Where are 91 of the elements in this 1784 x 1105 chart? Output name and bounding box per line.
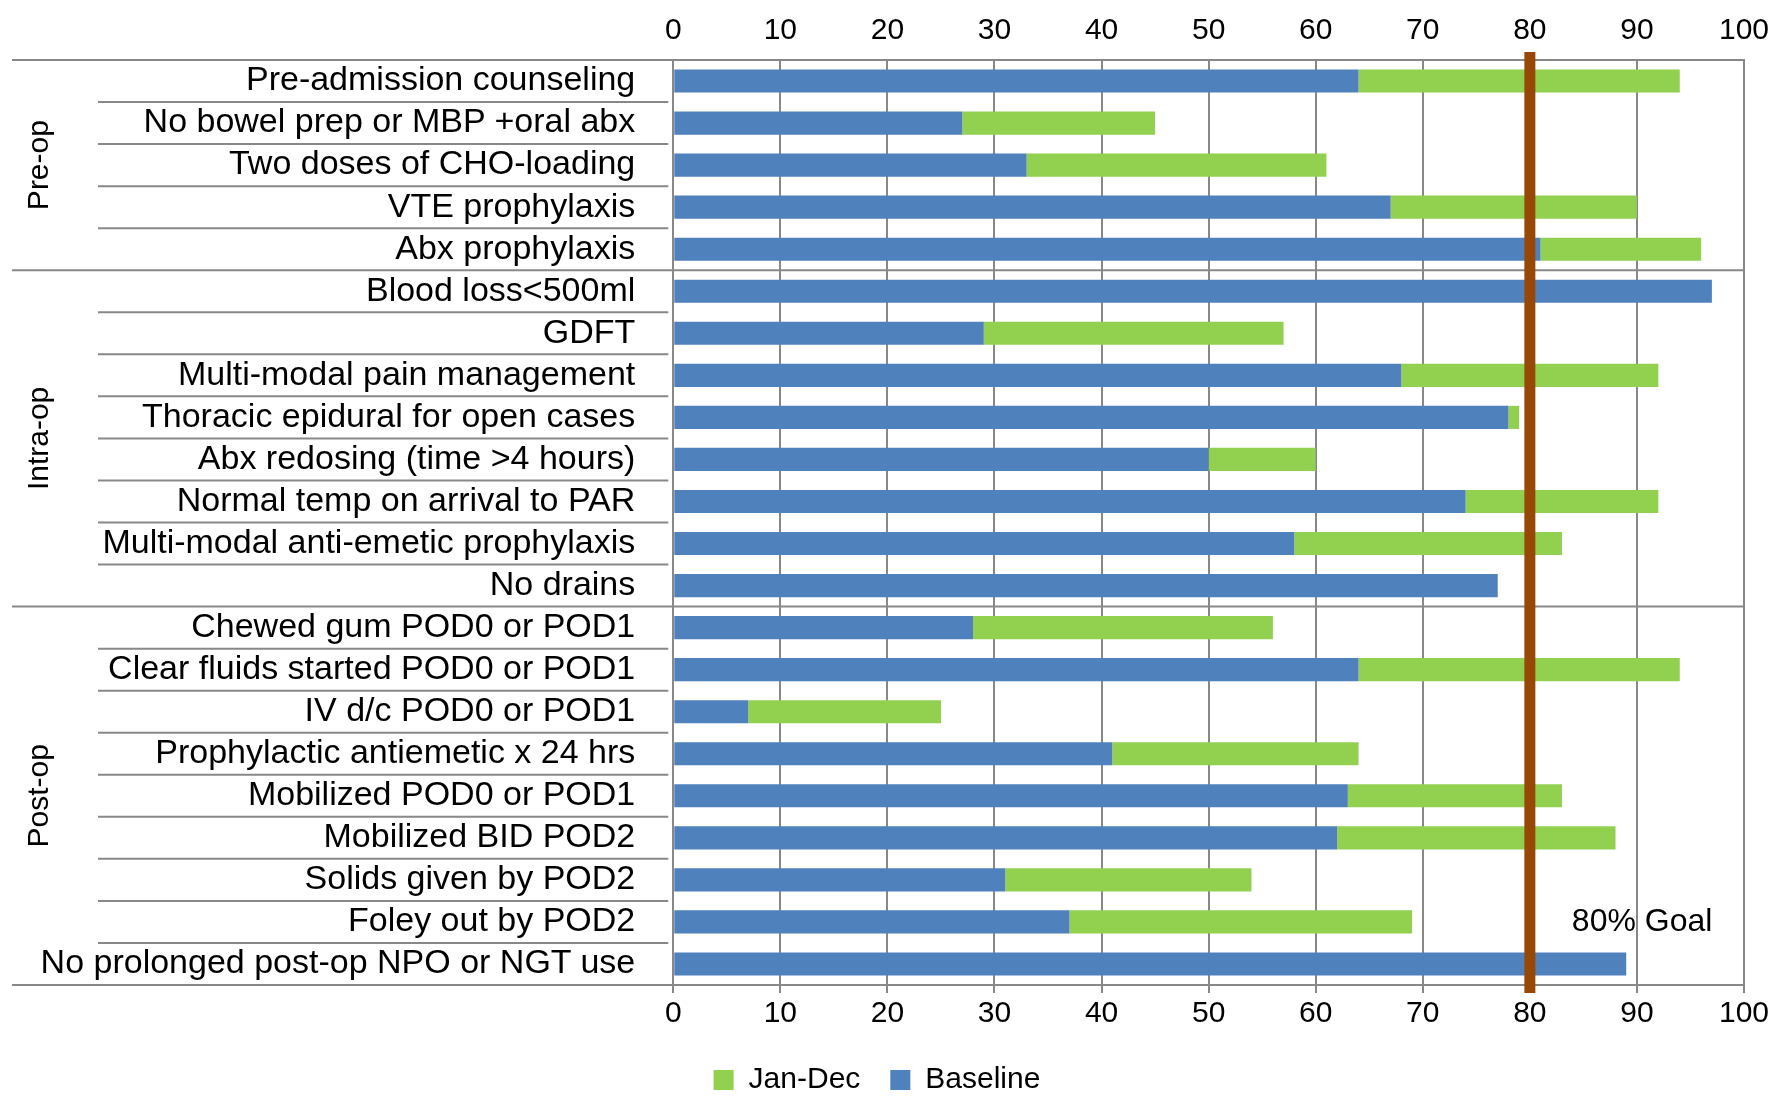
y-tick-label: Mobilized POD0 or POD1 xyxy=(247,774,636,813)
y-tick-label: Pre-admission counseling xyxy=(245,59,636,98)
y-tick-label: Abx prophylaxis xyxy=(395,227,636,266)
x-tick-label: 30 xyxy=(977,12,1012,46)
bar xyxy=(983,321,1284,345)
y-tick-label: Prophylactic antiemetic x 24 hrs xyxy=(155,732,636,771)
bar xyxy=(1112,742,1359,766)
x2-tick-label: 90 xyxy=(1620,995,1654,1029)
x2-tick-label: 100 xyxy=(1718,995,1770,1029)
y-tick-label: Clear fluids started POD0 or POD1 xyxy=(108,648,636,687)
x-tick-label: 20 xyxy=(870,12,905,46)
y-tick-label: Blood loss<500ml xyxy=(365,269,636,308)
bar xyxy=(674,321,984,345)
text: Pre-op xyxy=(21,120,55,211)
x2-tick-label: 10 xyxy=(763,995,798,1029)
y-tick-label: Solids given by POD2 xyxy=(304,858,636,897)
x2-tick-label: 50 xyxy=(1191,995,1226,1029)
x-tick-label: 100 xyxy=(1718,12,1770,46)
bar xyxy=(1069,910,1413,934)
y-tick-label: No bowel prep or MBP +oral abx xyxy=(143,101,636,140)
bar xyxy=(674,700,749,724)
legend-label: Jan-Dec xyxy=(748,1061,861,1095)
y-tick-label: Normal temp on arrival to PAR xyxy=(176,479,636,518)
y-tick-label: Chewed gum POD0 or POD1 xyxy=(191,605,636,644)
bar xyxy=(962,111,1156,135)
x2-tick-label: 0 xyxy=(664,995,682,1029)
bar xyxy=(674,868,1006,892)
x2-tick-label: 20 xyxy=(870,995,905,1029)
x2-tick-label: 40 xyxy=(1084,995,1119,1029)
bar xyxy=(1508,405,1520,429)
y-tick-label: Multi-modal pain management xyxy=(177,353,636,392)
bar xyxy=(674,69,1359,93)
x-tick-label: 50 xyxy=(1191,12,1226,46)
bar xyxy=(674,742,1113,766)
bar xyxy=(1294,531,1562,556)
bar xyxy=(674,405,1509,429)
bar xyxy=(674,616,974,640)
y-tick-label: Two doses of CHO-loading xyxy=(228,143,636,182)
x-tick-label: 0 xyxy=(664,12,682,46)
bar xyxy=(1337,826,1616,850)
y-tick-label: Multi-modal anti-emetic prophylaxis xyxy=(102,521,636,560)
bar xyxy=(1208,447,1316,471)
x-tick-label: 40 xyxy=(1084,12,1119,46)
bar xyxy=(1540,237,1702,261)
x2-tick-label: 60 xyxy=(1299,995,1333,1029)
y-tick-label: No drains xyxy=(489,563,636,602)
bar xyxy=(674,784,1348,808)
bar xyxy=(674,574,1498,598)
bar xyxy=(674,658,1359,682)
y-tick-label: Foley out by POD2 xyxy=(348,900,636,939)
y-tick-label: IV d/c POD0 or POD1 xyxy=(304,690,636,729)
y-tick-label: VTE prophylaxis xyxy=(387,185,636,224)
bar xyxy=(674,489,1466,514)
y-tick-label: Thoracic epidural for open cases xyxy=(142,395,636,434)
x2-tick-label: 80 xyxy=(1513,995,1547,1029)
bar xyxy=(748,700,941,724)
bar xyxy=(1005,868,1252,892)
x-tick-label: 80 xyxy=(1513,12,1547,46)
y-tick-label: Abx redosing (time >4 hours) xyxy=(197,437,636,476)
text: Post-op xyxy=(21,744,55,848)
x-tick-label: 90 xyxy=(1620,12,1654,46)
bar xyxy=(1347,784,1562,808)
bar xyxy=(1465,489,1659,514)
text: Intra-op xyxy=(21,386,55,491)
bar xyxy=(674,531,1295,556)
bar xyxy=(1401,363,1659,387)
bar xyxy=(1390,195,1637,219)
bar xyxy=(973,616,1273,640)
bar xyxy=(674,447,1209,471)
x2-tick-label: 70 xyxy=(1406,995,1440,1029)
legend-label: Baseline xyxy=(925,1061,1041,1095)
ref-line-label: 80% Goal xyxy=(1571,901,1713,938)
bar xyxy=(674,363,1402,387)
y-tick-label: No prolonged post-op NPO or NGT use xyxy=(40,942,636,981)
x2-tick-label: 30 xyxy=(977,995,1012,1029)
bar xyxy=(674,195,1391,219)
bar xyxy=(674,826,1338,850)
bar xyxy=(1358,69,1680,93)
bar xyxy=(674,910,1070,934)
x-tick-label: 10 xyxy=(763,12,798,46)
bar xyxy=(674,237,1541,261)
bar xyxy=(674,153,1027,177)
x-tick-label: 70 xyxy=(1406,12,1440,46)
bar xyxy=(674,111,963,135)
x-tick-label: 60 xyxy=(1299,12,1333,46)
bar xyxy=(1026,153,1327,177)
bar xyxy=(674,952,1627,976)
y-tick-label: Mobilized BID POD2 xyxy=(323,816,636,855)
bar xyxy=(1358,658,1680,682)
bar xyxy=(674,279,1712,303)
y-tick-label: GDFT xyxy=(542,311,636,350)
